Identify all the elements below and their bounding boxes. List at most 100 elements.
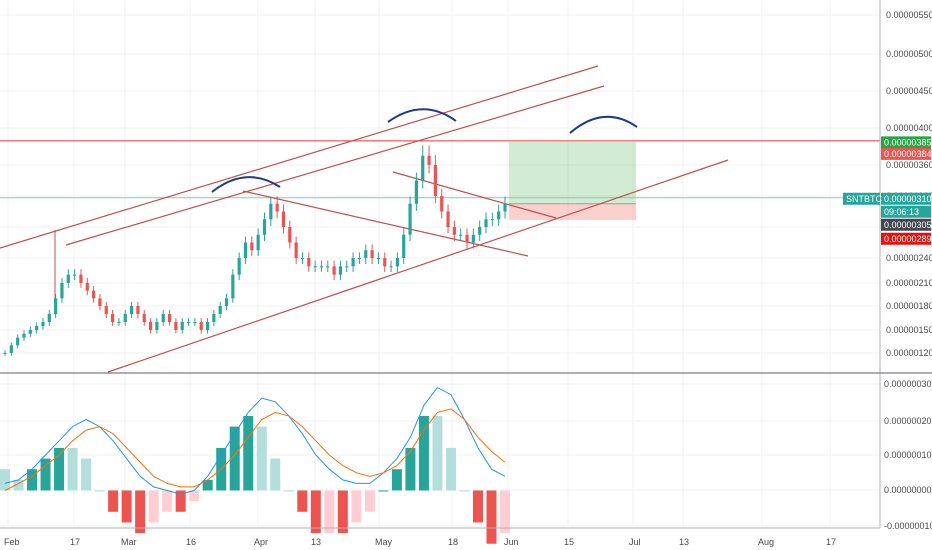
candle[interactable] [370,250,374,258]
candle[interactable] [180,322,184,330]
candle[interactable] [332,266,336,275]
profit-zone[interactable] [509,141,636,204]
candle[interactable] [269,203,273,220]
candle[interactable] [123,314,127,322]
candles-layer[interactable] [3,145,507,356]
macd-pane[interactable] [0,386,510,544]
trend-line[interactable] [107,159,729,373]
candle[interactable] [357,258,362,259]
candle[interactable] [98,298,102,306]
candle[interactable] [294,242,298,259]
candle[interactable] [28,330,32,334]
candle[interactable] [452,227,456,235]
candle[interactable] [104,306,108,314]
candle[interactable] [408,203,412,235]
drawing-layer[interactable] [0,65,880,373]
candle[interactable] [376,258,381,259]
candle[interactable] [22,333,26,338]
candle[interactable] [471,234,475,243]
signal-line[interactable] [4,408,506,491]
candle[interactable] [155,322,159,330]
candle[interactable] [92,290,96,299]
candle[interactable] [383,258,387,267]
price-tags[interactable]: 0.00000385 0.00000384 0.00000310SNTBTC09:0… [843,136,932,245]
price-tag[interactable] [881,218,931,231]
candle[interactable] [433,165,437,196]
candle[interactable] [142,314,146,322]
candle[interactable] [250,242,254,251]
candle[interactable] [395,258,400,267]
candle[interactable] [205,322,210,330]
candle[interactable] [459,234,463,236]
candle[interactable] [161,314,165,322]
candle[interactable] [497,211,501,220]
arc-marker[interactable] [569,115,638,134]
candle[interactable] [224,298,229,306]
loss-zone[interactable] [509,203,636,221]
candle[interactable] [237,258,241,275]
candle[interactable] [364,250,368,258]
price-tag[interactable] [881,192,931,205]
price-tag[interactable] [881,136,931,149]
candle[interactable] [174,322,178,330]
candle[interactable] [129,306,134,314]
price-tag[interactable] [881,232,931,245]
candle[interactable] [35,326,39,330]
candle[interactable] [307,258,311,267]
candle[interactable] [313,266,317,268]
candle[interactable] [465,234,469,243]
candle[interactable] [427,155,431,165]
candle[interactable] [421,155,425,181]
candle[interactable] [212,314,216,322]
candle[interactable] [300,258,305,259]
candle[interactable] [231,274,235,299]
candle[interactable] [110,314,115,322]
candle[interactable] [60,283,64,299]
candle[interactable] [3,353,7,354]
candle[interactable] [389,266,393,268]
candle[interactable] [281,211,286,228]
trend-line[interactable] [0,65,599,249]
trend-line[interactable] [242,190,529,257]
trend-line[interactable] [392,171,557,219]
candle[interactable] [319,266,324,268]
candle[interactable] [186,322,191,323]
candle[interactable] [193,322,197,323]
arc-marker[interactable] [211,176,281,193]
price-tag[interactable] [881,205,931,218]
candle[interactable] [41,322,45,326]
candle[interactable] [345,266,349,268]
price-tag[interactable] [881,147,931,160]
candle[interactable] [148,322,153,330]
candle[interactable] [402,234,406,258]
symbol-tag[interactable] [843,192,880,205]
candle[interactable] [338,266,343,275]
candle[interactable] [66,274,70,283]
candle[interactable] [326,266,330,268]
candle[interactable] [218,306,222,314]
trend-line[interactable] [65,85,605,246]
candle[interactable] [9,345,13,353]
candle[interactable] [288,227,292,243]
candle[interactable] [256,234,260,251]
candle[interactable] [275,203,279,212]
candle[interactable] [16,337,20,346]
candle[interactable] [446,211,450,228]
macd-line[interactable] [4,386,506,495]
candle[interactable] [47,314,51,322]
candle[interactable] [351,258,355,267]
candle[interactable] [490,219,494,221]
candle[interactable] [167,314,172,322]
candle[interactable] [414,180,418,204]
candle[interactable] [117,322,121,323]
candle[interactable] [484,219,488,227]
candle[interactable] [85,283,89,291]
candle[interactable] [54,298,58,314]
candle[interactable] [440,196,444,212]
candle[interactable] [199,322,203,330]
candle[interactable] [73,274,77,276]
candle[interactable] [262,219,267,235]
candle[interactable] [478,227,482,235]
candle[interactable] [243,242,248,259]
